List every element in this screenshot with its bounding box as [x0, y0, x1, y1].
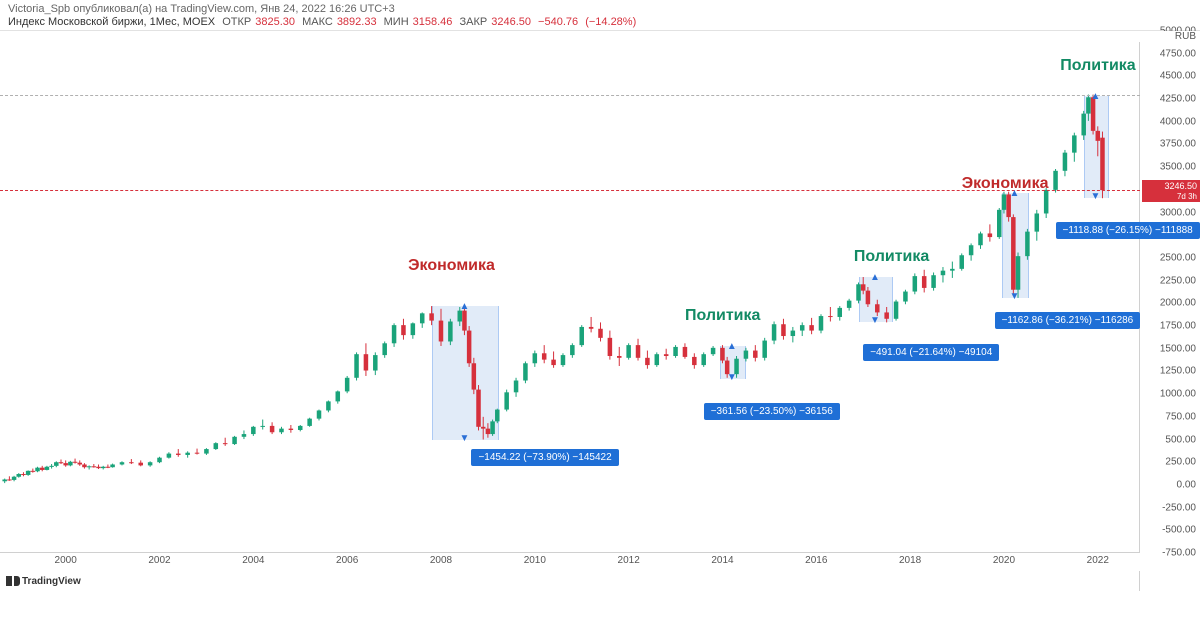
x-tick: 2008 — [430, 555, 452, 566]
y-tick: 500.00 — [1165, 434, 1196, 445]
annotation-label[interactable]: Политика — [854, 248, 929, 266]
publisher-name: Victoria_Spb — [8, 3, 70, 15]
x-tick: 2020 — [993, 555, 1015, 566]
x-tick: 2010 — [524, 555, 546, 566]
x-axis[interactable]: 2000 2002 2004 2006 2008 2010 2012 2014 2016 2018… — [0, 552, 1140, 571]
tradingview-icon — [6, 576, 20, 586]
publish-date: Янв 24, 2022 16:26 UTC+3 — [260, 3, 395, 15]
y-tick: 4000.00 — [1160, 116, 1196, 127]
y-axis-currency: RUB — [1138, 31, 1200, 42]
close-value: 3246.50 — [491, 16, 531, 28]
drawdown-data-box[interactable]: −361.56 (−23.50%) −36156 — [704, 403, 840, 420]
open-label: ОТКР — [222, 16, 251, 28]
y-tick: -500.00 — [1162, 525, 1196, 536]
annotation-label[interactable]: Политика — [1060, 57, 1135, 75]
y-axis[interactable]: RUB -750.00 -500.00 -250.00 0.00 250.00 500.0… — [1139, 31, 1200, 591]
open-value: 3825.30 — [255, 16, 295, 28]
high-value: 3892.33 — [337, 16, 377, 28]
y-tick: 4750.00 — [1160, 48, 1196, 59]
y-tick: 1750.00 — [1160, 321, 1196, 332]
last-price-tag: 3246.507d 3h — [1142, 180, 1200, 202]
publish-info: Victoria_Spb опубликовал(а) на TradingVi… — [0, 0, 1200, 14]
x-tick: 2000 — [55, 555, 77, 566]
drawdown-data-box[interactable]: −1454.22 (−73.90%) −145422 — [471, 449, 618, 466]
y-tick: 250.00 — [1165, 457, 1196, 468]
low-value: 3158.46 — [413, 16, 453, 28]
y-tick: 0.00 — [1177, 479, 1196, 490]
x-tick: 2018 — [899, 555, 921, 566]
y-tick: 750.00 — [1165, 411, 1196, 422]
y-tick: 3000.00 — [1160, 207, 1196, 218]
x-tick: 2022 — [1087, 555, 1109, 566]
y-tick: 3500.00 — [1160, 162, 1196, 173]
y-tick: -250.00 — [1162, 502, 1196, 513]
change-value: −540.76 — [538, 16, 578, 28]
close-label: ЗАКР — [459, 16, 487, 28]
drawdown-data-box[interactable]: −1118.88 (−26.15%) −111888 — [1056, 222, 1200, 239]
peak-line — [0, 95, 1140, 96]
y-tick: 1250.00 — [1160, 366, 1196, 377]
chart-container[interactable]: ▲▼Экономика−1454.22 (−73.90%) −145422▲▼П… — [0, 30, 1200, 591]
x-tick: 2012 — [618, 555, 640, 566]
x-tick: 2004 — [242, 555, 264, 566]
x-tick: 2016 — [805, 555, 827, 566]
y-tick: 1500.00 — [1160, 343, 1196, 354]
annotation-label[interactable]: Политика — [685, 307, 760, 325]
x-tick: 2002 — [148, 555, 170, 566]
drawdown-data-box[interactable]: −1162.86 (−36.21%) −116286 — [995, 312, 1141, 329]
x-tick: 2014 — [711, 555, 733, 566]
ohlc-bar: Индекс Московской биржи, 1Мес, MOEX ОТКР… — [0, 14, 1200, 30]
plot-area[interactable]: ▲▼Экономика−1454.22 (−73.90%) −145422▲▼П… — [0, 31, 1140, 591]
footer-brand[interactable]: TradingView — [0, 571, 1200, 591]
site-link[interactable]: TradingView.com — [170, 3, 254, 15]
y-tick: -750.00 — [1162, 548, 1196, 559]
y-tick: 4500.00 — [1160, 71, 1196, 82]
drawdown-data-box[interactable]: −491.04 (−21.64%) −49104 — [863, 344, 999, 361]
candlestick-series — [0, 31, 1140, 553]
x-tick: 2006 — [336, 555, 358, 566]
y-tick: 2250.00 — [1160, 275, 1196, 286]
low-label: МИН — [384, 16, 409, 28]
y-tick: 1000.00 — [1160, 389, 1196, 400]
brand-text: TradingView — [22, 576, 81, 587]
y-tick: 4250.00 — [1160, 94, 1196, 105]
annotation-label[interactable]: Экономика — [408, 257, 495, 275]
instrument-title: Индекс Московской биржи, 1Мес, MOEX — [8, 16, 215, 28]
change-pct: (−14.28%) — [585, 16, 636, 28]
y-tick: 2000.00 — [1160, 298, 1196, 309]
high-label: МАКС — [302, 16, 333, 28]
annotation-label[interactable]: Экономика — [962, 175, 1049, 193]
y-tick: 3750.00 — [1160, 139, 1196, 150]
y-tick: 2500.00 — [1160, 252, 1196, 263]
